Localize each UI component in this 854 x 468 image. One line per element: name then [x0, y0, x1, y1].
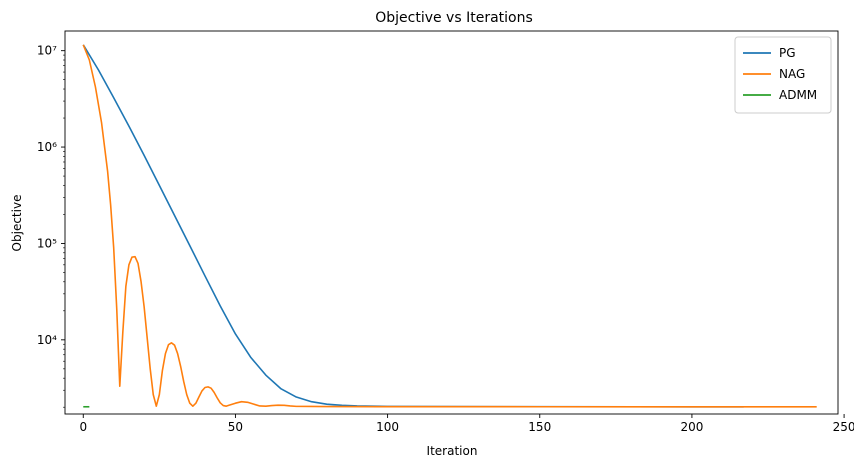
y-tick-label: 10⁵: [37, 236, 57, 250]
plot-frame: [64, 30, 839, 415]
legend: PG NAG ADMM: [734, 36, 832, 114]
series-line-nag: [82, 44, 817, 408]
x-axis: 0 50 100 150 200 250: [79, 414, 854, 434]
y-axis: 10⁴ 10⁵ 10⁶ 10⁷: [37, 44, 65, 408]
x-axis-label: Iteration: [427, 444, 478, 458]
y-tick-label: 10⁴: [37, 333, 57, 347]
y-tick-label: 10⁷: [37, 44, 57, 58]
x-tick-label: 250: [833, 420, 854, 434]
y-axis-label: Objective: [10, 195, 24, 252]
y-tick-label: 10⁶: [37, 140, 57, 154]
legend-label-nag: NAG: [779, 67, 805, 81]
x-tick-label: 200: [680, 420, 703, 434]
legend-label-pg: PG: [779, 46, 796, 60]
plot-area: [82, 44, 817, 408]
legend-box: [734, 36, 832, 114]
x-tick-label: 0: [79, 420, 87, 434]
x-tick-label: 150: [528, 420, 551, 434]
legend-label-admm: ADMM: [779, 88, 817, 102]
x-tick-label: 50: [228, 420, 243, 434]
x-tick-label: 100: [376, 420, 399, 434]
chart-title: Objective vs Iterations: [375, 10, 533, 26]
